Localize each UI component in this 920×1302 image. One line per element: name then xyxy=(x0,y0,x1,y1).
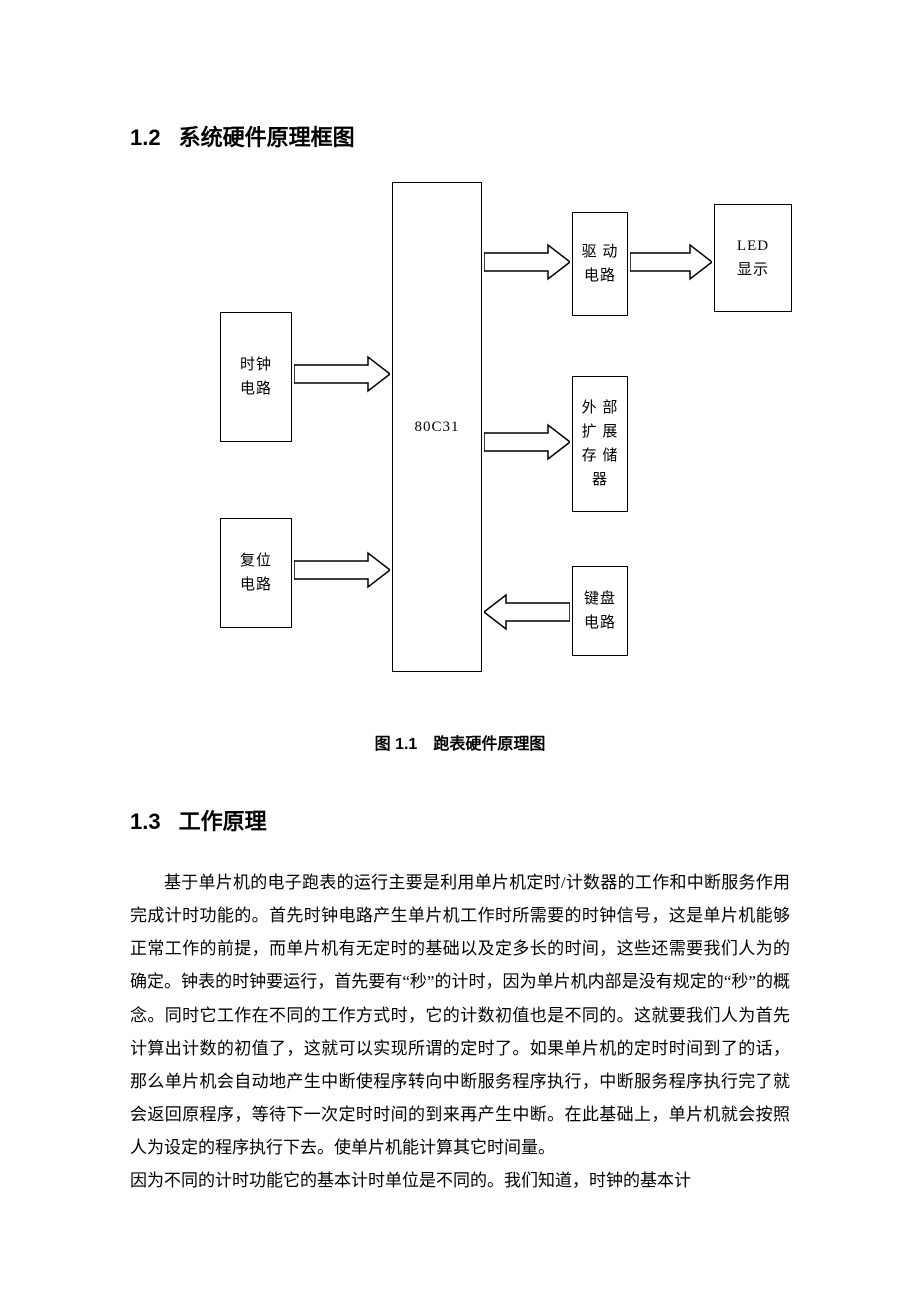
block-mcu: 80C31 xyxy=(392,182,482,672)
section-1-2-heading: 1.2 系统硬件原理框图 xyxy=(130,120,790,152)
arrow-reset-to-mcu xyxy=(294,551,390,589)
section-1-3-title: 工作原理 xyxy=(179,809,267,834)
block-led-label: LED 显示 xyxy=(737,234,769,282)
block-clock: 时钟 电路 xyxy=(220,312,292,442)
arrow-clock-to-mcu xyxy=(294,355,390,393)
arrow-mcu-to-ext xyxy=(484,423,570,461)
arrow-mcu-to-driver xyxy=(484,243,570,281)
block-reset: 复位 电路 xyxy=(220,518,292,628)
section-1-3-paragraph-2: 因为不同的计时功能它的基本计时单位是不同的。我们知道，时钟的基本计 xyxy=(130,1164,790,1197)
block-mcu-label: 80C31 xyxy=(414,415,459,439)
block-ext-label: 外 部 扩 展 存 储 器 xyxy=(582,396,619,492)
block-driver-label: 驱 动 电路 xyxy=(582,240,619,288)
block-ext: 外 部 扩 展 存 储 器 xyxy=(572,376,628,512)
block-kbd-label: 键盘 电路 xyxy=(584,587,616,635)
section-1-3-body: 基于单片机的电子跑表的运行主要是利用单片机定时/计数器的工作和中断服务作用完成计… xyxy=(130,866,790,1197)
hardware-block-diagram: 时钟 电路复位 电路 80C31 驱 动 电路 LED 显示外 部 扩 展 存 储 器… xyxy=(180,182,840,702)
section-1-2-title: 系统硬件原理框图 xyxy=(179,125,355,150)
figure-1-1-caption: 图 1.1 跑表硬件原理图 xyxy=(130,730,790,754)
block-clock-label: 时钟 电路 xyxy=(240,353,272,401)
section-1-3-heading: 1.3 工作原理 xyxy=(130,804,790,836)
block-led: LED 显示 xyxy=(714,204,792,312)
block-driver: 驱 动 电路 xyxy=(572,212,628,316)
arrow-kbd-to-mcu xyxy=(484,593,570,631)
section-1-2-number: 1.2 xyxy=(130,125,161,150)
section-1-3-paragraph-1: 基于单片机的电子跑表的运行主要是利用单片机定时/计数器的工作和中断服务作用完成计… xyxy=(130,866,790,1164)
block-reset-label: 复位 电路 xyxy=(240,549,272,597)
arrow-driver-to-led xyxy=(630,243,712,281)
block-kbd: 键盘 电路 xyxy=(572,566,628,656)
section-1-3-number: 1.3 xyxy=(130,809,161,834)
